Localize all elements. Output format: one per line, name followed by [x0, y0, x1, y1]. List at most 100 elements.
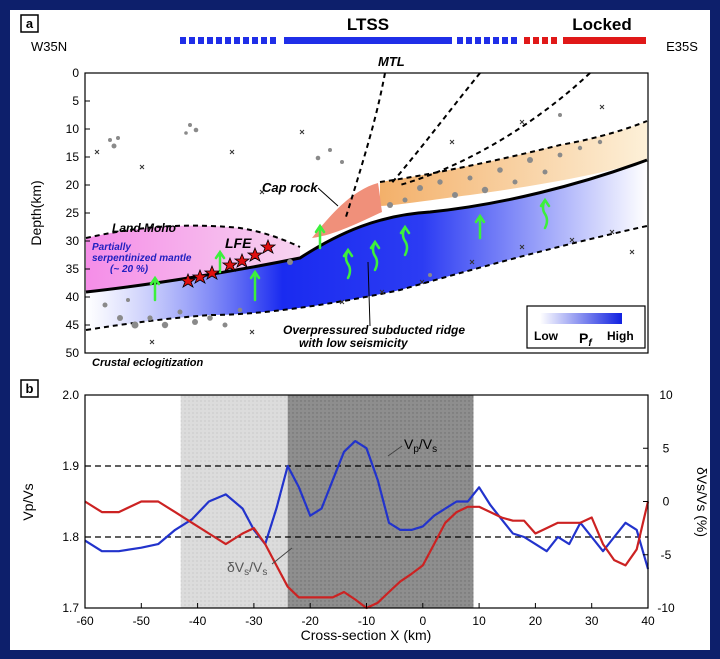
- x-tick-label: -10: [358, 614, 376, 628]
- shaded-region: [287, 395, 474, 608]
- eclogitization-label: Crustal eclogitization: [92, 357, 204, 369]
- vpvs-pointer: [387, 445, 403, 457]
- x-tick-label: 40: [641, 614, 655, 628]
- mantle-label-1: Partially: [92, 242, 131, 253]
- cap-rock-pointer: [317, 187, 339, 207]
- panel-b-label: b: [26, 381, 34, 396]
- west-label: W35N: [31, 39, 67, 54]
- fluid-arrow: [249, 269, 261, 302]
- lfe-star: [233, 252, 251, 268]
- y-tick-label: 35: [66, 262, 80, 276]
- y-tick-label: 25: [66, 206, 80, 220]
- lfe-label: LFE: [225, 235, 252, 251]
- locked-bar-dashed: [524, 37, 557, 44]
- ltss-bar-dashed-left: [180, 37, 276, 44]
- y-tick-label: 40: [66, 290, 80, 304]
- ridge-pointer: [367, 261, 371, 327]
- pf-legend-symbol: Pf: [579, 330, 593, 349]
- ltss-label: LTSS: [347, 15, 389, 34]
- fault-line-1: [389, 72, 481, 186]
- serpentinized-mantle-region: [86, 225, 300, 292]
- east-label: E35S: [666, 39, 698, 54]
- lfe-star: [259, 238, 277, 254]
- fluid-arrow: [314, 223, 326, 250]
- x-tick-label: 0: [419, 614, 426, 628]
- x-tick-label: 30: [585, 614, 599, 628]
- panel-b-y2-axis-label: δVs/Vs (%): [694, 467, 710, 537]
- dvs-series-label: δVs/Vs: [227, 559, 267, 578]
- lfe-star: [203, 264, 221, 280]
- y-ticks: 1.7 1.8 1.9 2.0: [62, 388, 90, 615]
- y2-ticks: -10 -5 0 5 10: [643, 388, 675, 615]
- y2-tick-label: 10: [659, 388, 673, 402]
- lfe-star: [221, 256, 239, 272]
- fluid-arrow: [474, 213, 486, 240]
- x-tick-label: -40: [189, 614, 207, 628]
- vpvs-series-label: Vp/Vs: [404, 436, 437, 455]
- panel-b-y-axis-label: Vp/Vs: [20, 483, 36, 520]
- y-tick-label: 2.0: [62, 388, 79, 402]
- pf-legend-high: High: [607, 329, 634, 343]
- y2-tick-label: 5: [663, 441, 670, 455]
- y-tick-label: 1.7: [62, 601, 79, 615]
- y2-tick-label: 0: [663, 495, 670, 509]
- fluid-arrow: [539, 197, 551, 230]
- x-tick-label: -50: [133, 614, 151, 628]
- mantle-label-3: (~ 20 %): [110, 264, 149, 275]
- y-tick-label: 1.9: [62, 459, 79, 473]
- cap-rock-region: [312, 183, 382, 238]
- x-ticks: -60 -50 -40 -30 -20 -10 0 10 20 30 40: [76, 603, 655, 628]
- fluid-arrow: [369, 239, 381, 272]
- locked-label: Locked: [572, 15, 632, 34]
- y-tick-label: 15: [66, 150, 80, 164]
- ridge-label-1: Overpressured subducted ridge: [283, 323, 465, 337]
- dvs-line: [84, 500, 650, 610]
- y-tick-label: 5: [72, 94, 79, 108]
- fluid-arrow: [399, 224, 411, 257]
- panel-a-y-axis-label: Depth(km): [28, 180, 44, 245]
- subducted-ridge-region: [86, 160, 647, 330]
- seismicity-crosses: [94, 104, 635, 345]
- fluid-arrow: [342, 247, 354, 280]
- x-tick-label: -60: [76, 614, 94, 628]
- mtl-label: MTL: [378, 54, 405, 69]
- ltss-bar-dashed-right: [457, 37, 517, 44]
- fault-line-2: [399, 72, 591, 186]
- mantle-label-2: serpentinized mantle: [92, 253, 192, 264]
- pf-legend: Low Pf High: [526, 305, 646, 349]
- shaded-regions: [180, 395, 474, 608]
- land-moho-label: Land Moho: [112, 221, 176, 235]
- locked-bar-solid: [563, 37, 646, 44]
- fluid-arrow: [149, 275, 161, 302]
- x-tick-label: -20: [302, 614, 320, 628]
- lfe-star: [179, 272, 197, 288]
- status-bar: LTSS Locked: [180, 15, 646, 44]
- mtl-line: [344, 72, 386, 221]
- x-tick-label: 20: [529, 614, 543, 628]
- lfe-stars: [179, 238, 277, 288]
- ltss-bar-solid: [284, 37, 452, 44]
- panel-b: b -60 -50 -40 -30 -20 -10 0 10 20 30 40 1.71.81.92…: [20, 379, 710, 643]
- pf-legend-gradient: [540, 313, 622, 324]
- pf-legend-low: Low: [534, 329, 559, 343]
- y-tick-label: 50: [66, 346, 80, 360]
- panel-a-y-ticks: 0 5 10 15 20 25 30 35 40 45 50: [66, 66, 90, 360]
- dvs-pointer: [271, 547, 293, 565]
- y2-tick-label: -5: [661, 548, 672, 562]
- ridge-label-2: with low seismicity: [299, 336, 409, 350]
- y-tick-label: 45: [66, 318, 80, 332]
- dashed-lines: [85, 72, 648, 331]
- y-tick-label: 30: [66, 234, 80, 248]
- y-tick-label: 20: [66, 178, 80, 192]
- panel-a-label: a: [26, 16, 34, 31]
- fluid-arrow: [214, 249, 226, 274]
- cap-rock-label: Cap rock: [262, 180, 318, 195]
- y-tick-label: 1.8: [62, 530, 79, 544]
- y2-tick-label: -10: [657, 601, 675, 615]
- wedge-bottom-line: [85, 225, 648, 331]
- x-tick-label: -30: [245, 614, 263, 628]
- vpvs-line: [84, 440, 650, 570]
- panel-a-label-box: [20, 14, 39, 33]
- orange-wedge-region: [380, 121, 647, 206]
